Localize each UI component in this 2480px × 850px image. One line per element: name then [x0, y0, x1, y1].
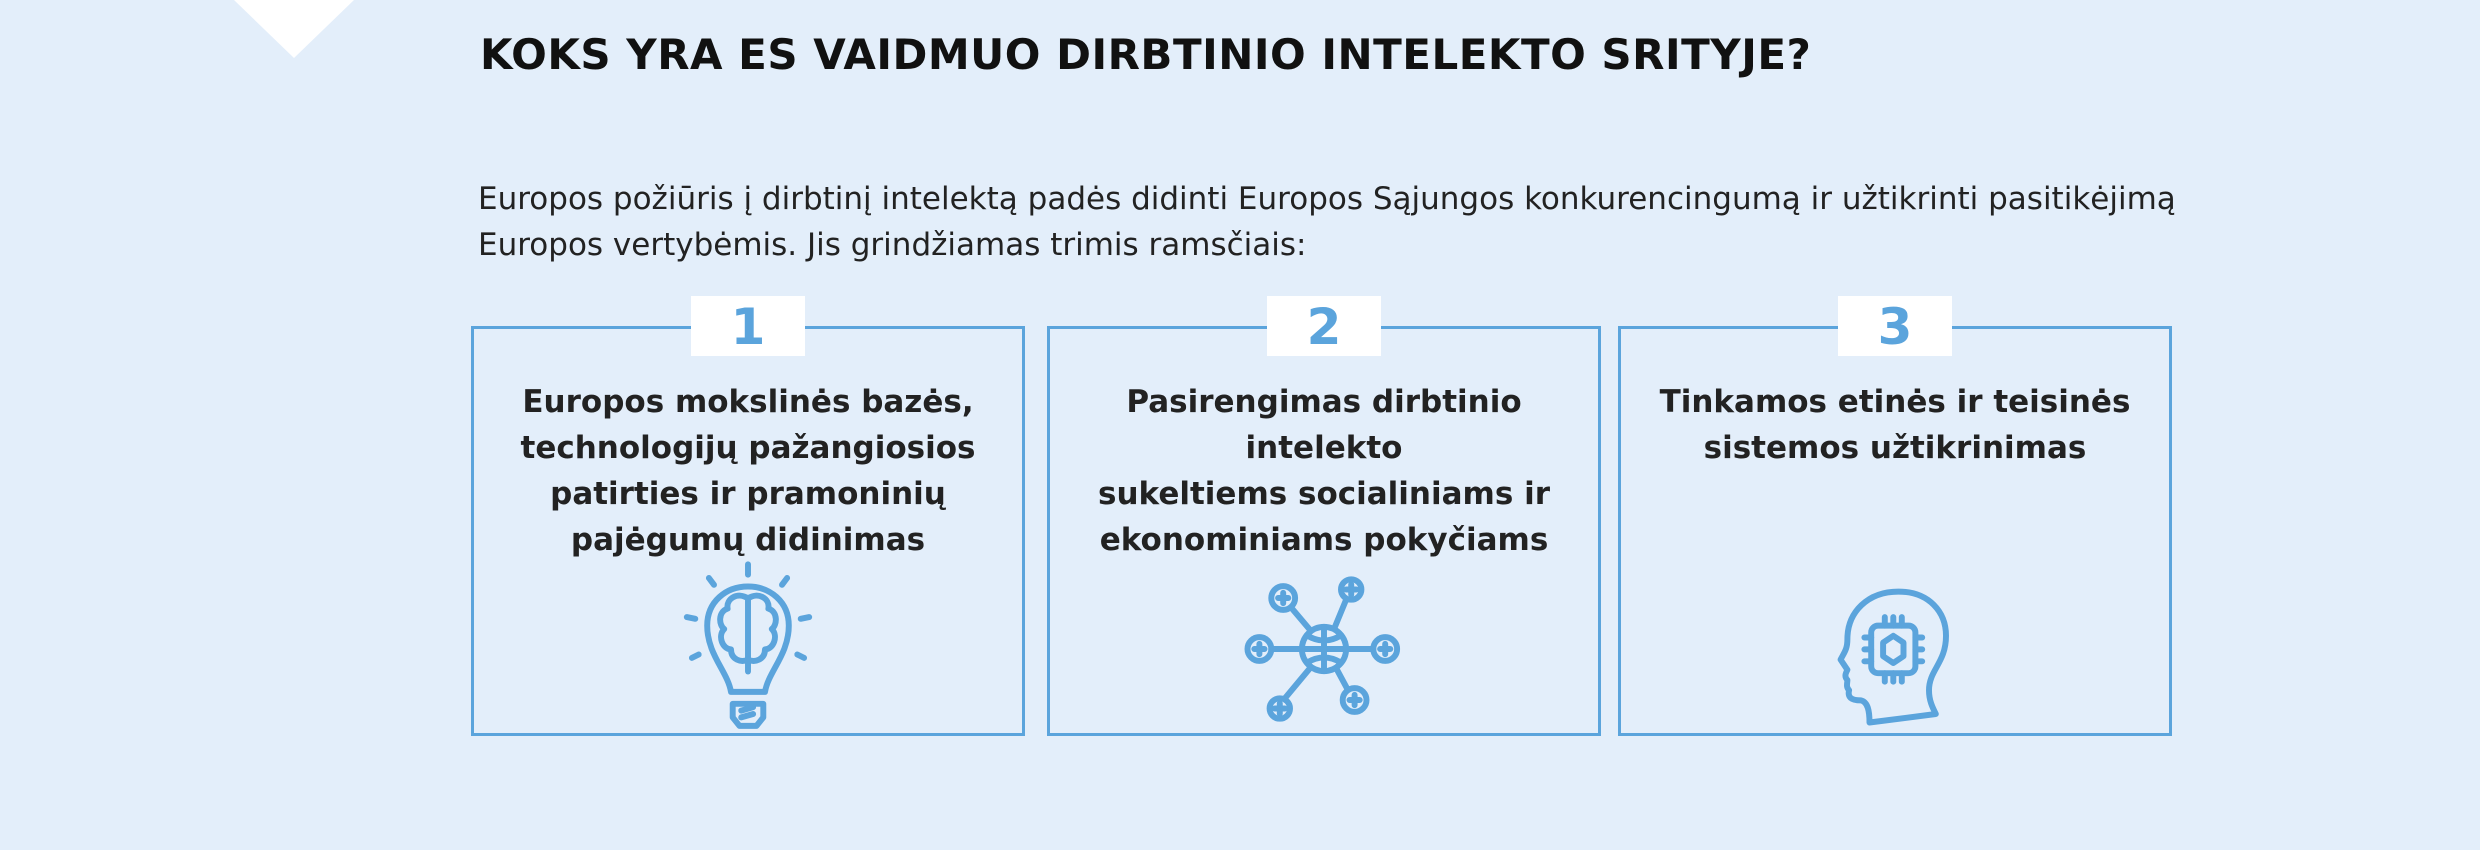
pillar-1: 1 Europos mokslinės bazės, technologijų … [471, 296, 1025, 736]
pillar-number: 3 [1838, 296, 1952, 356]
pillar-text-line: Tinkamos etinės ir teisinės [1659, 384, 2131, 420]
pillar-2: 2 Pasirengimas dirbtinio intelekto sukel… [1047, 296, 1601, 736]
pillar-number: 2 [1267, 296, 1381, 356]
pillar-text-line: sukeltiems socialiniams ir [1098, 476, 1550, 512]
pillar-text: Tinkamos etinės ir teisinės sistemos užt… [1631, 379, 2159, 471]
page-title: KOKS YRA ES VAIDMUO DIRBTINIO INTELEKTO … [480, 30, 1812, 79]
pillar-text-line: Pasirengimas dirbtinio intelekto [1126, 384, 1522, 466]
pillar-text-line: Europos mokslinės bazės, [522, 384, 974, 420]
pillar-text-line: technologijų pažangiosios [520, 430, 976, 466]
pillar-text: Pasirengimas dirbtinio intelekto sukelti… [1060, 379, 1588, 563]
pillar-text-line: ekonominiams pokyčiams [1099, 522, 1549, 558]
pillar-text-line: pajėgumų didinimas [570, 522, 926, 558]
pillar-number: 1 [691, 296, 805, 356]
decorative-triangle [234, 0, 354, 58]
intro-text: Europos požiūris į dirbtinį intelektą pa… [478, 176, 2278, 268]
head-chip-icon [1810, 561, 1980, 731]
network-globe-icon [1239, 564, 1409, 734]
intro-line: Europos požiūris į dirbtinį intelektą pa… [478, 181, 2176, 217]
pillar-text: Europos mokslinės bazės, technologijų pa… [484, 379, 1012, 563]
pillar-text-line: patirties ir pramoninių [550, 476, 946, 512]
pillar-text-line: sistemos užtikrinimas [1703, 430, 2087, 466]
lightbulb-brain-icon [663, 561, 833, 731]
pillar-3: 3 Tinkamos etinės ir teisinės sistemos u… [1618, 296, 2172, 736]
intro-line: Europos vertybėmis. Jis grindžiamas trim… [478, 227, 1307, 263]
